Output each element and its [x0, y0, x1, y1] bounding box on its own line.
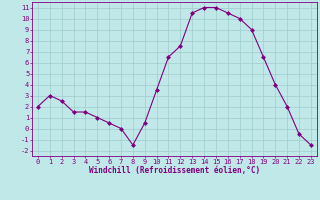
X-axis label: Windchill (Refroidissement éolien,°C): Windchill (Refroidissement éolien,°C)	[89, 166, 260, 175]
